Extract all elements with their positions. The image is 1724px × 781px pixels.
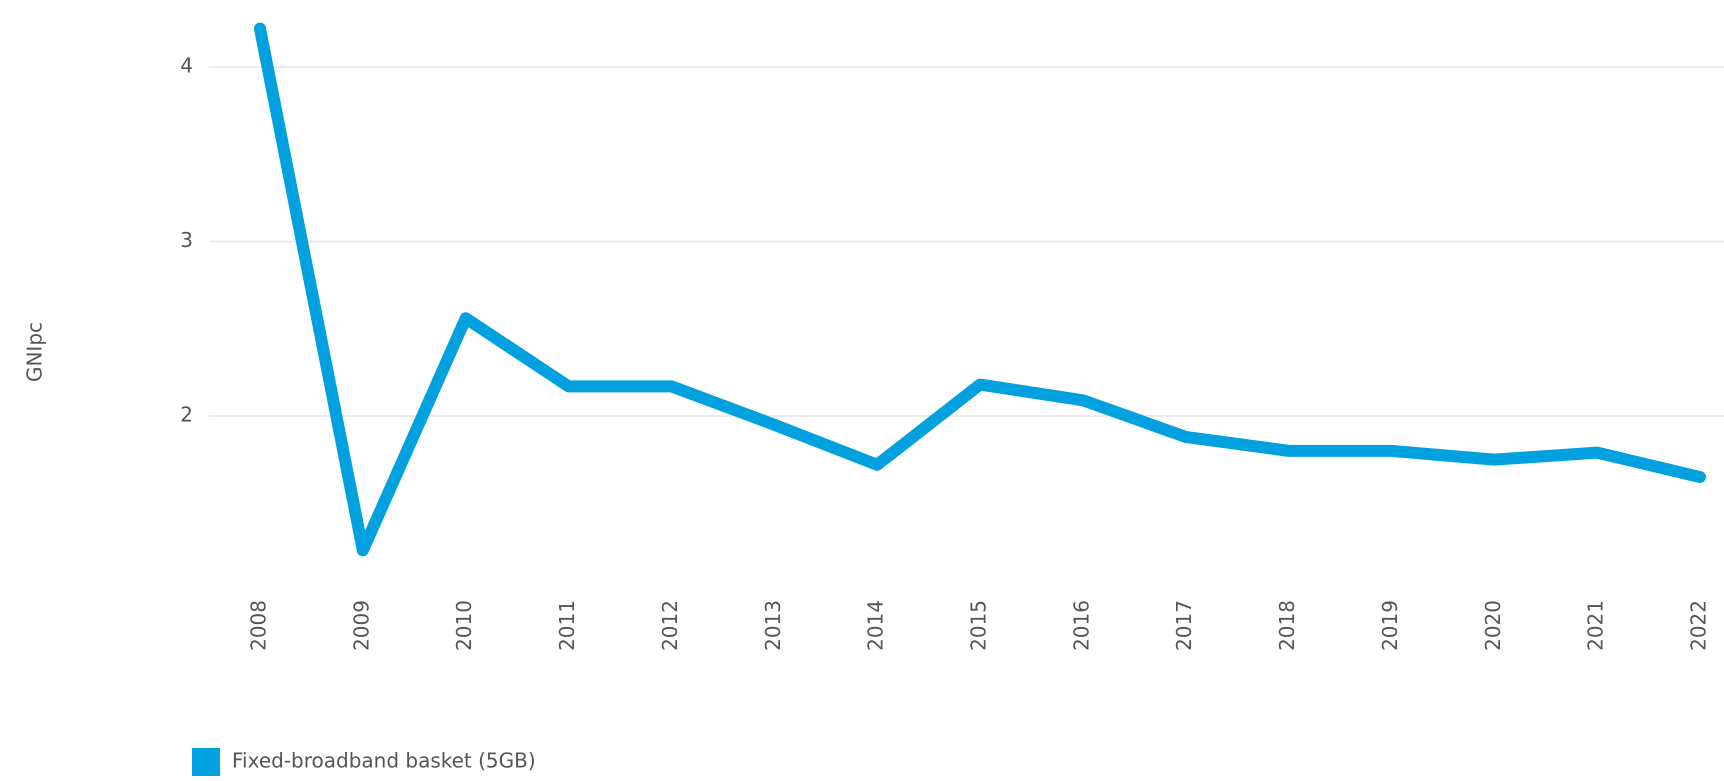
x-tick-label: 2019 — [1378, 600, 1402, 651]
x-tick-label: 2020 — [1481, 600, 1505, 651]
x-tick-label: 2010 — [452, 600, 476, 651]
x-tick-label: 2012 — [658, 600, 682, 651]
legend-label: Fixed-broadband basket (5GB) — [232, 749, 536, 773]
x-tick-label: 2018 — [1275, 600, 1299, 651]
y-tick-label: 3 — [180, 228, 193, 252]
x-tick-label: 2017 — [1172, 600, 1196, 651]
y-axis-label: GNIpc — [23, 322, 47, 382]
x-tick-label: 2009 — [349, 600, 373, 651]
x-tick-label: 2014 — [864, 600, 888, 651]
x-tick-label: 2016 — [1069, 600, 1093, 651]
y-tick-label: 4 — [180, 54, 193, 78]
legend-swatch — [192, 748, 220, 776]
x-tick-label: 2011 — [555, 600, 579, 651]
x-tick-label: 2015 — [967, 600, 991, 651]
y-tick-label: 2 — [180, 402, 193, 426]
x-tick-label: 2008 — [247, 600, 271, 651]
x-tick-label: 2013 — [761, 600, 785, 651]
x-tick-label: 2022 — [1687, 600, 1711, 651]
x-tick-label: 2021 — [1584, 600, 1608, 651]
line — [254, 22, 1706, 557]
